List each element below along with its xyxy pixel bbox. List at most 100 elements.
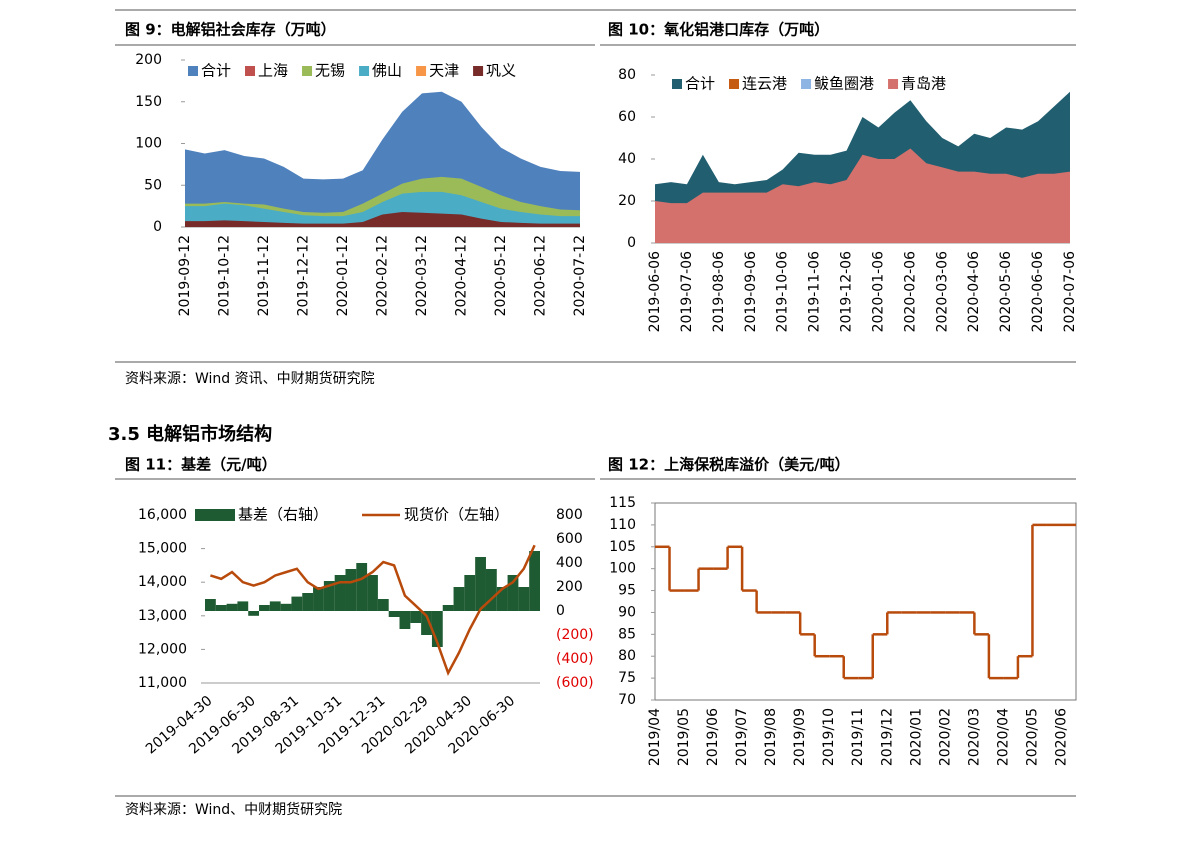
y2-tick-label: 200 bbox=[556, 579, 583, 595]
x-tick-label: 2020-03-12 bbox=[414, 235, 430, 316]
bar bbox=[421, 611, 432, 635]
x-tick-label: 2020-05-12 bbox=[493, 235, 509, 316]
y2-tick-label: (600) bbox=[556, 675, 594, 691]
y2-tick-label: 0 bbox=[556, 603, 565, 619]
x-tick-label: 2019/11 bbox=[850, 708, 866, 766]
chart-title: 图 9：电解铝社会库存（万吨） bbox=[125, 21, 336, 39]
x-tick-label: 2019/04 bbox=[647, 708, 663, 766]
x-tick-label: 2020-02-06 bbox=[902, 251, 918, 332]
y2-tick-label: (200) bbox=[556, 627, 594, 643]
x-tick-label: 2019-12-12 bbox=[296, 235, 312, 316]
legend-label: 天津 bbox=[429, 62, 459, 80]
y-tick-label: 0 bbox=[153, 219, 162, 235]
y-tick-label: 16,000 bbox=[138, 507, 187, 523]
x-tick-label: 2019-11-12 bbox=[256, 235, 272, 316]
legend-label: 连云港 bbox=[742, 75, 787, 93]
x-tick-label: 2020/06 bbox=[1053, 708, 1069, 766]
y-tick-label: 15,000 bbox=[138, 541, 187, 557]
legend-swatch bbox=[801, 79, 812, 89]
bar bbox=[388, 611, 400, 617]
bar bbox=[226, 603, 238, 611]
legend-label: 巩义 bbox=[486, 62, 516, 80]
bar bbox=[453, 587, 465, 611]
bar bbox=[237, 601, 249, 611]
x-tick-label: 2020-07-06 bbox=[1062, 251, 1078, 332]
y-tick-label: 90 bbox=[618, 604, 636, 620]
x-tick-label: 2019-09-12 bbox=[177, 235, 193, 316]
legend-swatch bbox=[245, 66, 256, 76]
chart-title: 图 11：基差（元/吨） bbox=[125, 456, 277, 474]
source-note: 资料来源：Wind、中财期货研究院 bbox=[125, 801, 342, 818]
bar bbox=[485, 569, 497, 611]
bar bbox=[377, 599, 389, 611]
x-tick-label: 2019/12 bbox=[879, 708, 895, 766]
x-tick-label: 2020/02 bbox=[937, 708, 953, 766]
legend-label: 青岛港 bbox=[901, 75, 946, 93]
source-note: 资料来源：Wind 资讯、中财期货研究院 bbox=[125, 370, 375, 387]
bar bbox=[345, 569, 357, 611]
bar bbox=[442, 605, 454, 611]
bar bbox=[205, 599, 216, 611]
bar bbox=[248, 611, 260, 616]
legend-swatch bbox=[195, 509, 235, 521]
x-tick-label: 2020-02-12 bbox=[375, 235, 391, 316]
y-tick-label: 110 bbox=[609, 517, 636, 533]
legend-label: 现货价（左轴） bbox=[404, 506, 509, 524]
legend-label: 无锡 bbox=[315, 62, 345, 80]
bar bbox=[302, 593, 314, 611]
x-tick-label: 2020-06-12 bbox=[533, 235, 549, 316]
x-tick-label: 2019/07 bbox=[734, 708, 750, 766]
x-tick-label: 2020/03 bbox=[966, 708, 982, 766]
bar bbox=[280, 603, 292, 611]
x-tick-label: 2019/09 bbox=[792, 708, 808, 766]
legend-label: 上海 bbox=[258, 62, 288, 80]
x-tick-label: 2020/05 bbox=[1024, 708, 1040, 766]
y-tick-label: 150 bbox=[135, 94, 162, 110]
y2-tick-label: (400) bbox=[556, 651, 594, 667]
y-tick-label: 13,000 bbox=[138, 608, 187, 624]
y-tick-label: 80 bbox=[618, 648, 636, 664]
x-tick-label: 2019/10 bbox=[821, 708, 837, 766]
bar bbox=[399, 611, 411, 629]
bar bbox=[367, 575, 378, 611]
y-tick-label: 12,000 bbox=[138, 641, 187, 657]
y-tick-label: 20 bbox=[618, 193, 636, 209]
x-tick-label: 2020/01 bbox=[908, 708, 924, 766]
x-tick-label: 2020-07-12 bbox=[572, 235, 588, 316]
y2-tick-label: 800 bbox=[556, 507, 583, 523]
y-tick-label: 75 bbox=[618, 670, 636, 686]
bar bbox=[313, 587, 324, 611]
y-tick-label: 40 bbox=[618, 151, 636, 167]
y2-tick-label: 600 bbox=[556, 531, 583, 547]
bar bbox=[431, 611, 443, 647]
legend-label: 合计 bbox=[685, 75, 715, 93]
y-tick-label: 80 bbox=[618, 67, 636, 83]
y-tick-label: 100 bbox=[135, 136, 162, 152]
x-tick-label: 2019-08-06 bbox=[711, 251, 727, 332]
y-tick-label: 105 bbox=[609, 539, 636, 555]
y-tick-label: 200 bbox=[135, 52, 162, 68]
bar bbox=[496, 587, 508, 611]
bar bbox=[518, 587, 530, 611]
legend-label: 鲅鱼圈港 bbox=[814, 75, 874, 93]
x-tick-label: 2020-06-06 bbox=[1030, 251, 1046, 332]
area bbox=[185, 191, 580, 227]
x-tick-label: 2020-04-06 bbox=[966, 251, 982, 332]
x-tick-label: 2019/06 bbox=[705, 708, 721, 766]
bar bbox=[215, 605, 227, 611]
x-tick-label: 2019-12-06 bbox=[839, 251, 855, 332]
bar bbox=[334, 575, 346, 611]
legend-label: 基差（右轴） bbox=[238, 506, 328, 524]
x-tick-label: 2020-05-06 bbox=[998, 251, 1014, 332]
chart-title: 图 10：氧化铝港口库存（万吨） bbox=[608, 21, 829, 39]
x-tick-label: 2019/08 bbox=[763, 708, 779, 766]
legend-label: 佛山 bbox=[372, 62, 402, 80]
x-tick-label: 2020-01-12 bbox=[335, 235, 351, 316]
line bbox=[210, 544, 536, 676]
x-tick-label: 2020-04-12 bbox=[454, 235, 470, 316]
legend-swatch bbox=[729, 79, 740, 89]
bar bbox=[323, 581, 335, 611]
x-tick-label: 2019-10-12 bbox=[217, 235, 233, 316]
x-tick-label: 2019-10-06 bbox=[775, 251, 791, 332]
